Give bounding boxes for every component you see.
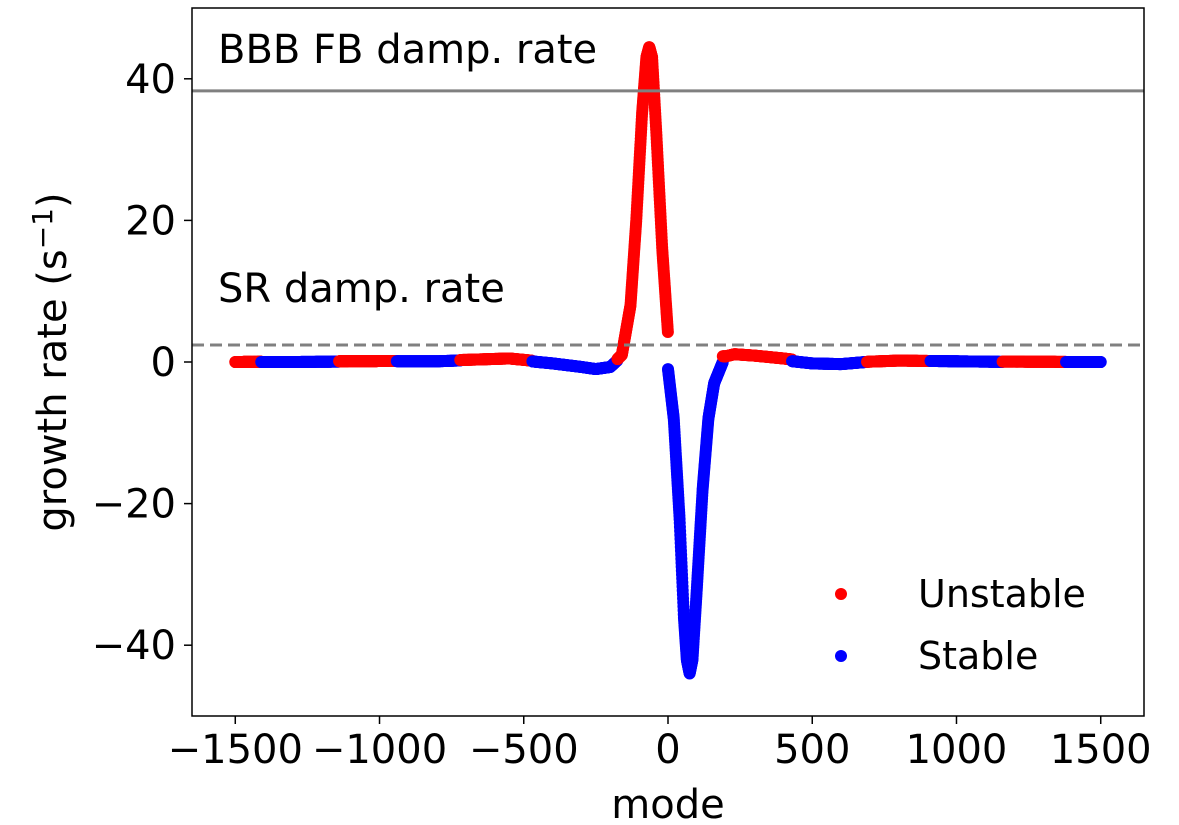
x-tick-label: −1500 [168,727,303,773]
x-tick-label: 1000 [906,727,1008,773]
legend-marker-stable [835,650,847,662]
legend-label-stable: Stable [918,634,1038,678]
stable-point [1094,356,1107,368]
x-axis-label: mode [611,782,724,825]
y-axis-label-superscript: −1 [26,208,59,249]
unstable-point [661,325,674,338]
y-tick-label: 20 [125,198,176,244]
x-tick-label: −500 [469,727,579,773]
legend: Unstable Stable [835,572,1086,678]
data-marks [229,41,1107,680]
y-axis-ticks: −40 −20 0 20 40 [92,57,192,669]
y-tick-label: −20 [92,482,176,528]
reference-lines [192,89,1144,347]
y-axis-label-close: ) [30,192,76,208]
annotation-sr: SR damp. rate [218,266,505,312]
x-axis-ticks: −1500 −1000 −500 0 500 1000 1500 [168,716,1152,773]
legend-marker-unstable [835,588,847,600]
y-axis-label: growth rate (s−1) [26,192,76,531]
y-axis-label-main: growth rate (s [30,249,76,531]
y-tick-label: −40 [92,623,176,669]
legend-label-unstable: Unstable [918,572,1086,616]
x-tick-label: 0 [655,727,680,773]
x-tick-label: 500 [774,727,850,773]
x-tick-label: 1500 [1050,727,1152,773]
y-tick-label: 40 [125,57,176,103]
y-tick-label: 0 [151,340,176,386]
x-tick-label: −1000 [312,727,447,773]
annotation-bbb-fb: BBB FB damp. rate [218,27,597,73]
